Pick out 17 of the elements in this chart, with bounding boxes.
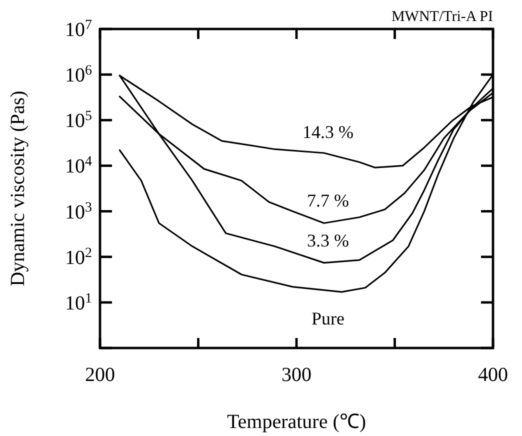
x-tick-label: 400 bbox=[478, 364, 508, 386]
series-label: 3.3 % bbox=[306, 230, 349, 251]
y-axis-title: Dynamic viscosity (Pas) bbox=[7, 90, 29, 286]
series-label: 7.7 % bbox=[306, 190, 349, 211]
series-label: 14.3 % bbox=[302, 122, 354, 142]
x-tick-label: 200 bbox=[85, 364, 115, 386]
y-tick-label: 10$^{7}$ bbox=[65, 18, 92, 41]
y-tick-label: 10$^{1}$ bbox=[65, 290, 92, 314]
y-tick-label: 10$^{3}$ bbox=[65, 200, 92, 224]
y-tick-label: 10$^{6}$ bbox=[65, 63, 92, 87]
y-tick-label: 10$^{5}$ bbox=[65, 108, 92, 132]
x-axis-title: Temperature (℃) bbox=[226, 411, 366, 433]
chart-title: MWNT/Tri-A PI bbox=[391, 9, 493, 25]
y-tick-label: 10$^{4}$ bbox=[65, 154, 92, 178]
y-tick-label: 10$^{2}$ bbox=[65, 245, 92, 269]
series-label: Pure bbox=[311, 308, 344, 329]
x-tick-label: 300 bbox=[282, 364, 312, 386]
